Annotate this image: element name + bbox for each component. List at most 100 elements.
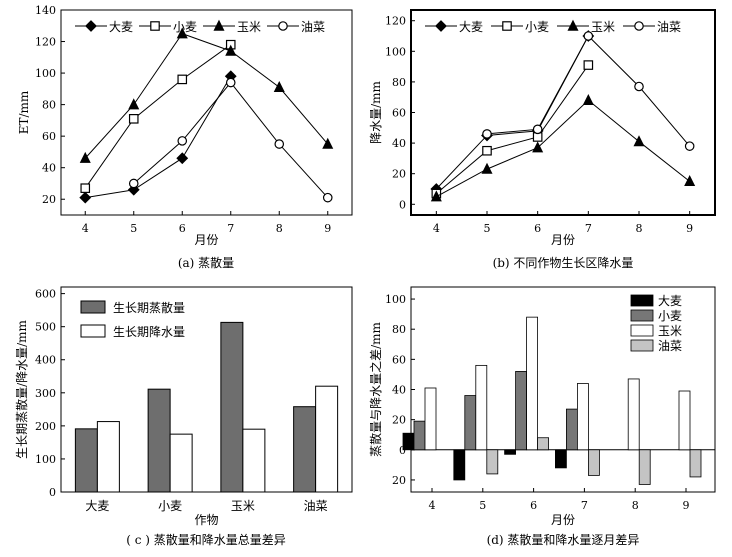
legend-item: 油菜 (623, 20, 681, 34)
series-2 (79, 27, 334, 163)
series-line (486, 35, 691, 147)
data-point (532, 124, 543, 135)
y-tick-label: 120 (385, 15, 406, 28)
plot-frame-a (60, 9, 353, 216)
data-point (80, 183, 91, 193)
legend-item: 小麦 (139, 20, 197, 34)
y-tick-label: 100 (35, 453, 56, 466)
y-tick-label: 80 (392, 76, 406, 89)
legend-label: 油菜 (301, 20, 325, 34)
data-point (634, 81, 644, 92)
series-line (85, 75, 232, 199)
y-tick-label: 200 (35, 420, 56, 433)
legend-item: 生长期蒸散量 (80, 300, 185, 315)
series-1 (80, 39, 236, 193)
legend-item: 油菜 (267, 20, 325, 34)
y-tick-label: 100 (35, 67, 56, 80)
legend-swatch (630, 294, 654, 307)
plot-frame-b (410, 9, 716, 216)
x-tick-label: 5 (130, 222, 137, 235)
x-tick-label: 9 (683, 499, 690, 512)
bar (588, 449, 600, 476)
x-tick-label: 7 (227, 222, 234, 235)
y-tick-label: 20 (392, 414, 406, 427)
y-axis-label: ET/mm (17, 90, 31, 134)
x-tick-label: 5 (479, 499, 486, 512)
y-tick-label: 140 (35, 4, 56, 17)
legend-item: 大麦 (630, 294, 682, 308)
series-line (436, 64, 589, 194)
x-tick-label: 大麦 (85, 499, 109, 513)
data-point (482, 129, 492, 139)
legend-swatch (630, 324, 654, 337)
legend-item: 小麦 (491, 20, 549, 34)
x-tick-label: 6 (534, 222, 541, 235)
data-point (532, 141, 544, 153)
series-line (84, 44, 232, 189)
data-point (583, 60, 594, 70)
bar (638, 449, 651, 485)
data-point (177, 74, 188, 85)
y-tick-label: 40 (392, 137, 406, 150)
x-axis-label: 月份 (551, 233, 575, 247)
data-point (482, 145, 492, 156)
data-point (176, 27, 188, 39)
plot-frame-c (60, 286, 353, 493)
x-tick-label: 7 (581, 499, 588, 512)
y-tick-label: 20 (42, 193, 56, 206)
bar (413, 420, 426, 451)
y-tick-label: 60 (42, 130, 56, 143)
x-tick-label: 8 (636, 222, 643, 235)
legend-item: 大麦 (75, 20, 133, 34)
legend-label: 玉米 (658, 324, 682, 338)
chart-caption: ( c ) 蒸散量和降水量总量差异 (126, 532, 286, 547)
data-point (274, 139, 285, 149)
bar (504, 449, 517, 455)
x-tick-label: 8 (632, 499, 639, 512)
y-tick-label: 0 (399, 198, 406, 211)
y-tick-label: 0 (49, 486, 56, 499)
series-line (435, 35, 589, 190)
legend-label: 小麦 (525, 20, 549, 34)
legend-marker (150, 21, 160, 31)
series-0 (430, 30, 595, 195)
series-line (84, 33, 329, 159)
legend-item: 油菜 (630, 339, 682, 353)
legend-item: 小麦 (630, 309, 682, 323)
y-tick-label: 0 (399, 444, 406, 457)
y-tick-label: 100 (385, 45, 406, 58)
bar (169, 433, 193, 493)
bar (242, 428, 266, 493)
bar (537, 437, 549, 451)
y-tick-label: 500 (35, 321, 56, 334)
legend-marker (278, 21, 288, 31)
x-tick-label: 6 (530, 499, 537, 512)
legend-swatch (630, 339, 654, 352)
legend-label: 小麦 (173, 20, 197, 34)
data-point (176, 152, 189, 165)
bar (74, 428, 98, 493)
legend-label: 大麦 (459, 20, 483, 34)
legend-label: 生长期蒸散量 (113, 300, 185, 315)
y-tick-label: 120 (35, 36, 56, 49)
legend-label: 生长期降水量 (113, 325, 185, 339)
legend-marker (213, 19, 225, 31)
data-point (79, 151, 91, 163)
data-point (225, 44, 237, 56)
x-tick-label: 9 (686, 222, 693, 235)
y-tick-label: 40 (392, 384, 406, 397)
legend-item: 玉米 (557, 19, 615, 34)
bar (464, 395, 477, 451)
legend-item: 玉米 (203, 19, 261, 34)
legend-label: 大麦 (109, 20, 133, 34)
y-tick-label: 20 (392, 474, 406, 487)
series-3 (128, 77, 333, 203)
legend-swatch (630, 309, 654, 322)
data-point (128, 178, 139, 189)
bar (566, 408, 578, 451)
y-axis-label: 生长期蒸散量/降水量/mm (14, 319, 29, 458)
data-point (430, 190, 442, 202)
chart-caption: (d) 蒸散量和降水量逐月差异 (487, 532, 640, 547)
bar (475, 364, 488, 451)
legend-label: 大麦 (658, 294, 682, 308)
